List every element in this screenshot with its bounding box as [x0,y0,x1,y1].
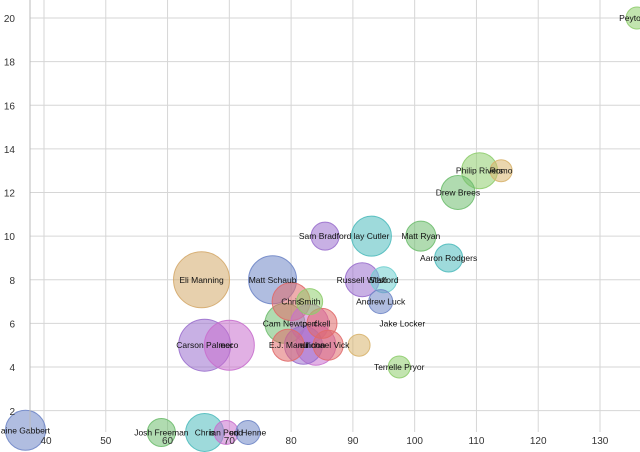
bubble-matt-cassel[interactable] [203,319,255,371]
y-tick-label: 2 [9,407,15,418]
bubble-label: Jake Locker [379,318,425,328]
bubble-label: Aaron Rodgers [420,253,477,263]
y-tick-label: 14 [4,145,16,156]
x-tick-label: 90 [347,436,359,447]
bubble-aaron-rodgers[interactable] [434,243,464,273]
x-tick-label: 120 [530,436,547,447]
y-tick-label: 12 [4,189,16,200]
bubble-terrelle-pryor[interactable] [387,355,411,379]
x-tick-label: 70 [224,436,236,447]
bubble-label: Chris [195,427,215,437]
bubble-label: ian Pond [209,427,243,437]
bubble-label: Philip Rivers [456,166,503,176]
bubble-label: Romo [490,166,513,176]
bubble-label: Terrelle Pryor [374,362,425,372]
y-tick-label: 16 [4,101,16,112]
bubble-label: Matt Schaub [249,275,297,285]
bubble-label: nnon [306,340,325,350]
bubble-label: E.J. Manu [269,340,308,350]
bubble-sam-bradford[interactable] [310,221,340,251]
bubble-label: Drew Brees [436,188,480,198]
chart-bubbles [4,6,640,452]
bubble-label: Eli Manning [179,275,224,285]
bubble-drew-brees[interactable] [440,175,476,210]
bubble-matt-ryan[interactable] [405,220,437,252]
bubble-label: Cam Newto [263,318,308,328]
bubble-label: Matt Ryan [401,231,440,241]
bubble-peyton-manning[interactable] [625,6,640,30]
bubble-label: Josh Freeman [134,427,189,437]
x-tick-label: 110 [468,436,484,447]
bubble-chad-henne[interactable] [235,419,261,445]
bubble-blaine-gabbert[interactable] [4,409,46,451]
bubble-label: Chris [281,297,301,307]
bubble-label: ed Henne [229,427,266,437]
bubble-label: ecco [220,340,238,350]
bubble-label: aine Gabbert [1,425,51,435]
bubble-geno-smith[interactable] [312,329,344,361]
bubble-label: Smith [299,297,321,307]
x-tick-label: 40 [40,436,52,447]
bubble-label: Stafford [369,275,399,285]
y-tick-label: 20 [4,14,16,25]
y-tick-label: 8 [9,276,15,287]
bubble-label: ell [299,340,308,350]
x-tick-label: 60 [162,436,174,447]
bubble-label: Sam Bradford [299,231,352,241]
bubble-eli-manning[interactable] [173,251,231,309]
y-tick-label: 18 [4,58,16,69]
x-tick-label: 130 [592,436,609,447]
bubble-label: Carson Palmer [176,340,233,350]
y-tick-label: 4 [9,363,15,374]
chart-axes: 4 6 8 10 12 14 16 18 20 2 50 60 70 80 90 100 110 120 130 40 [4,0,609,447]
bubble-michael-vick[interactable] [347,333,371,357]
chart-grid [30,0,640,432]
bubble-label: Russell Wilso [337,275,388,285]
bubble-tony-romo[interactable] [489,159,513,183]
y-tick-label: 10 [4,232,16,243]
bubble-jay-cutler[interactable] [350,215,392,257]
bubble-label: lichael Vick [307,340,350,350]
bubble-andrew-luck[interactable] [368,289,394,315]
bubble-label: lay Cutler [353,231,389,241]
x-tick-label: 80 [286,436,298,447]
x-tick-label: 100 [406,436,423,447]
bubble-label: Andrew Luck [356,297,406,307]
bubble-label: ckell [313,318,330,328]
y-tick-label: 6 [9,319,15,330]
bubble-josh-freeman[interactable] [146,417,176,447]
bubble-alex-smith[interactable] [296,288,324,316]
bubble-label: Peyton M [619,13,640,23]
bubble-ej-manuel[interactable] [271,328,305,362]
bubble-label: perf [302,318,317,328]
x-tick-label: 50 [100,436,112,447]
